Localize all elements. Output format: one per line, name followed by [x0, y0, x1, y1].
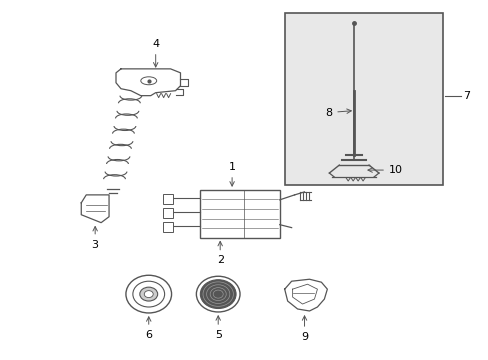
- Text: 3: 3: [91, 226, 99, 249]
- Text: 5: 5: [214, 316, 221, 340]
- Bar: [200, 190, 279, 238]
- Bar: [163, 208, 172, 218]
- Text: 8: 8: [325, 108, 350, 117]
- Ellipse shape: [126, 275, 171, 313]
- Polygon shape: [284, 279, 326, 311]
- Text: 4: 4: [152, 39, 159, 67]
- Polygon shape: [81, 195, 109, 223]
- Polygon shape: [116, 69, 180, 96]
- Ellipse shape: [141, 77, 156, 85]
- Ellipse shape: [200, 280, 236, 309]
- Text: 9: 9: [300, 316, 307, 342]
- Bar: [284, 13, 443, 185]
- Ellipse shape: [144, 291, 153, 298]
- Text: 6: 6: [145, 317, 152, 340]
- Ellipse shape: [196, 276, 240, 312]
- Ellipse shape: [140, 287, 157, 301]
- Ellipse shape: [133, 281, 164, 307]
- Bar: [163, 222, 172, 231]
- Text: 1: 1: [228, 162, 235, 186]
- Bar: [163, 194, 172, 204]
- Text: 7: 7: [462, 91, 469, 101]
- Text: 2: 2: [216, 242, 224, 265]
- Text: 10: 10: [367, 165, 402, 175]
